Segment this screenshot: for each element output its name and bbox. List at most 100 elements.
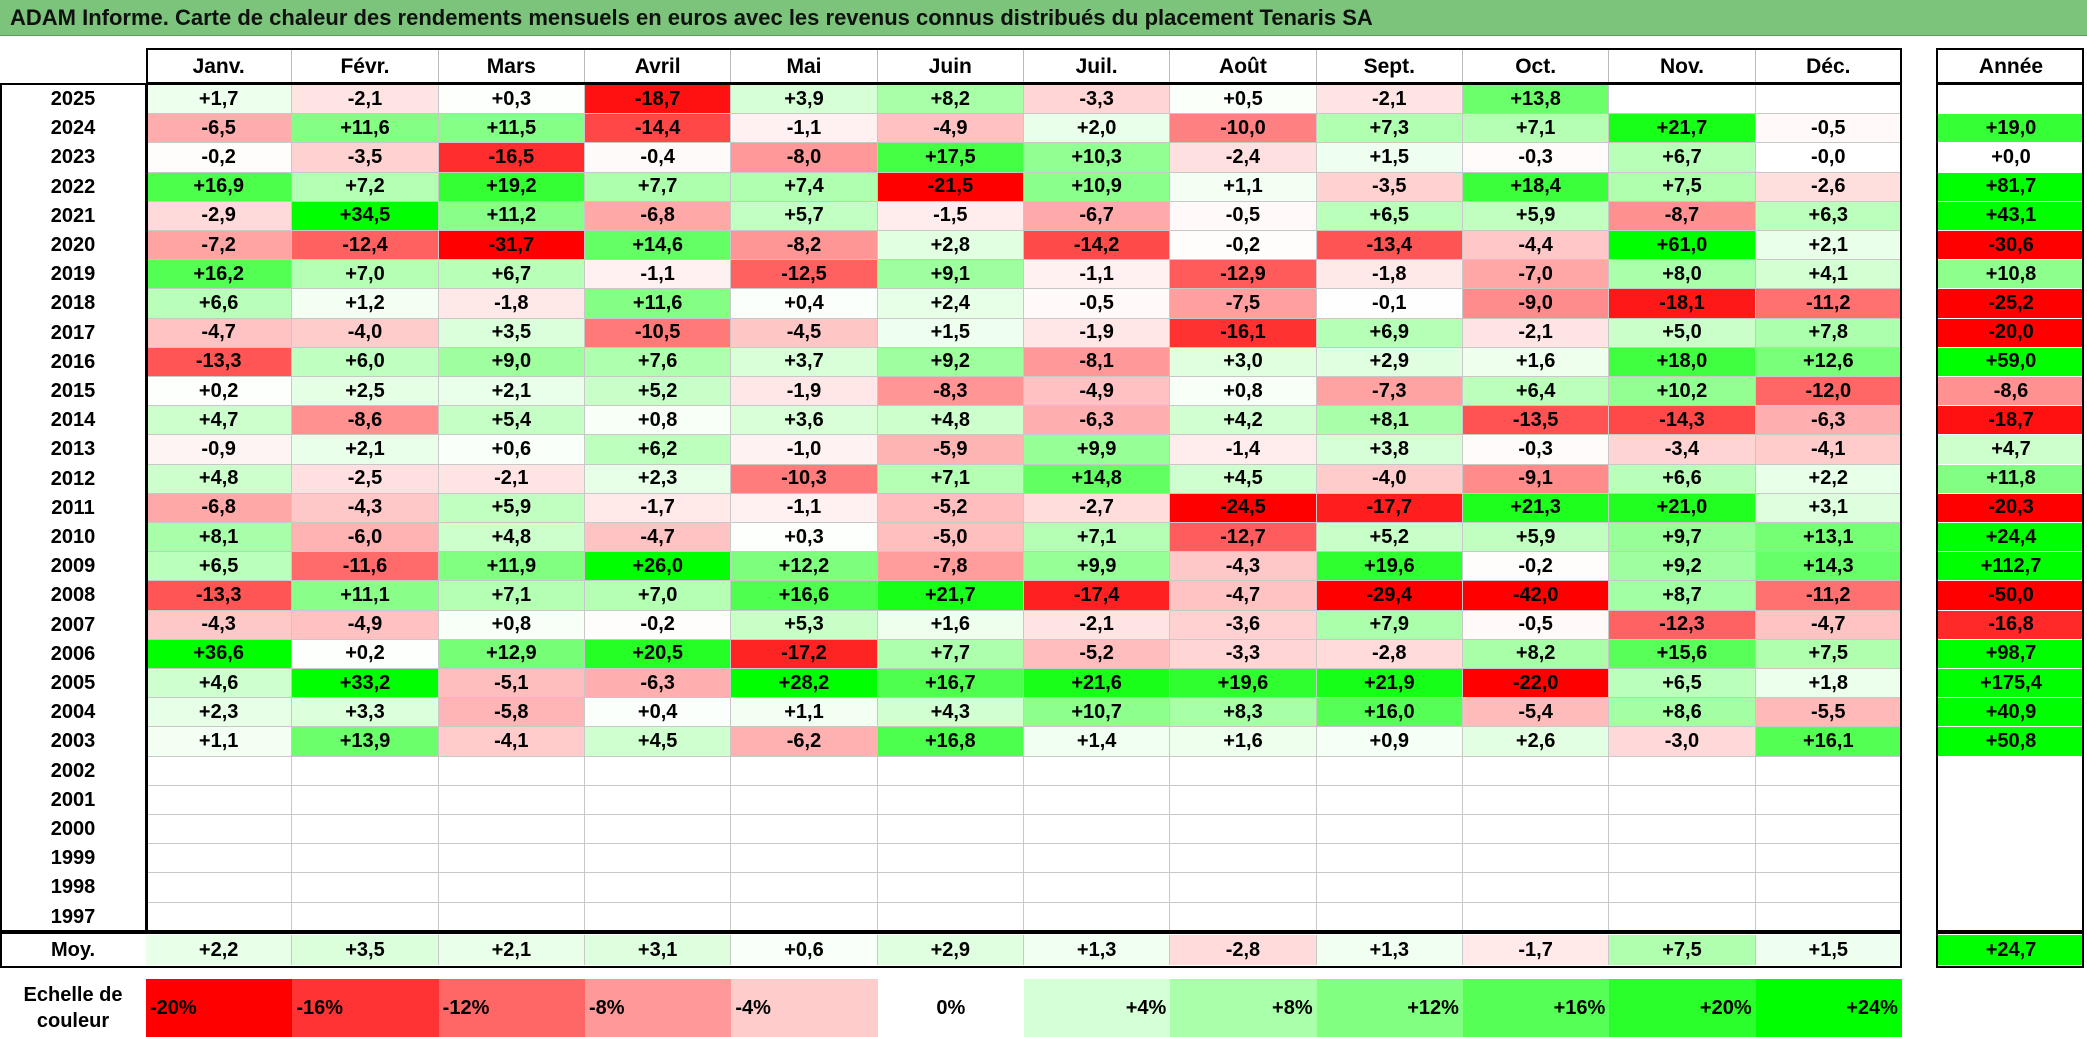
heatmap-cell: +6,7 <box>1609 143 1756 173</box>
column-header: Déc. <box>1756 50 1902 84</box>
heatmap-cell: -2,1 <box>1023 610 1171 640</box>
heatmap-cell: -1,1 <box>1023 260 1171 290</box>
heatmap-cell: -0,2 <box>1170 231 1317 261</box>
heatmap-cell: +6,6 <box>146 289 293 319</box>
heatmap-cell: -3,3 <box>1170 639 1317 669</box>
heatmap-cell: -12,4 <box>292 231 439 261</box>
heatmap-cell: +5,3 <box>731 610 878 640</box>
heatmap-cell: -3,4 <box>1609 435 1756 465</box>
heatmap-cell: -4,9 <box>877 114 1024 144</box>
heatmap-cell: -2,8 <box>1316 639 1463 669</box>
scale-step: +16% <box>1462 979 1610 1037</box>
heatmap-cell <box>438 756 585 786</box>
heatmap-cell <box>1609 756 1756 786</box>
annual-cell: +19,0 <box>1938 114 2084 144</box>
heatmap-cell: +8,7 <box>1609 581 1756 611</box>
heatmap-cell: -16,5 <box>438 143 585 173</box>
heatmap-cell: +7,1 <box>1023 523 1171 553</box>
heatmap-cell: -10,3 <box>731 464 878 494</box>
year-label: 2001 <box>50 788 96 811</box>
heatmap-cell: +10,3 <box>1023 143 1171 173</box>
heatmap-cell: +1,5 <box>877 318 1024 348</box>
heatmap-cell: -4,7 <box>1755 610 1902 640</box>
heatmap-cell <box>1462 902 1610 932</box>
year-label: 2014 <box>50 409 96 432</box>
heatmap-cell: +2,1 <box>292 435 439 465</box>
heatmap-cell: +2,2 <box>1755 464 1902 494</box>
heatmap-cell: -10,5 <box>584 318 732 348</box>
scale-step: -16% <box>292 979 439 1037</box>
heatmap-cell: -2,1 <box>1462 318 1610 348</box>
heatmap-cell: -12,7 <box>1170 523 1317 553</box>
heatmap-cell: +20,5 <box>584 639 732 669</box>
heatmap-cell: -6,8 <box>146 493 293 523</box>
average-cell: -2,8 <box>1170 935 1317 965</box>
year-label: 2006 <box>50 642 96 665</box>
heatmap-cell <box>438 815 585 845</box>
heatmap-cell: +0,4 <box>731 289 878 319</box>
heatmap-cell: -2,1 <box>1316 85 1463 115</box>
heatmap-cell: +5,9 <box>1462 523 1610 553</box>
heatmap-cell: +3,1 <box>1755 493 1902 523</box>
heatmap-cell <box>877 785 1024 815</box>
scale-step: 0% <box>877 979 1024 1037</box>
year-label: 2004 <box>50 701 96 724</box>
heatmap-cell: -4,0 <box>1316 464 1463 494</box>
heatmap-cell: +2,6 <box>1462 727 1610 757</box>
heatmap-cell: +0,3 <box>731 523 878 553</box>
heatmap-cell: +21,6 <box>1023 669 1171 699</box>
heatmap-cell <box>146 815 293 845</box>
heatmap-cell: +7,8 <box>1755 318 1902 348</box>
heatmap-cell: +21,0 <box>1609 493 1756 523</box>
heatmap-cell: +21,9 <box>1316 669 1463 699</box>
heatmap-cell: +12,2 <box>731 552 878 582</box>
heatmap-cell: -8,6 <box>292 406 439 436</box>
heatmap-cell: -1,1 <box>731 114 878 144</box>
heatmap-cell: -11,2 <box>1755 289 1902 319</box>
year-label: 2021 <box>50 204 96 227</box>
heatmap-cell: -3,5 <box>1316 172 1463 202</box>
heatmap-cell: +0,5 <box>1170 85 1317 115</box>
annual-cell <box>1938 903 2084 932</box>
heatmap-cell: -12,5 <box>731 260 878 290</box>
year-label: 2022 <box>50 175 96 198</box>
heatmap-cell <box>1755 85 1902 115</box>
annual-cell <box>1938 873 2084 902</box>
heatmap-cell: -16,1 <box>1170 318 1317 348</box>
average-cell: +7,5 <box>1609 935 1756 965</box>
heatmap-cell: +10,2 <box>1609 377 1756 407</box>
heatmap-cell: +7,1 <box>1462 114 1610 144</box>
heatmap-cell <box>146 785 293 815</box>
heatmap-cell <box>146 873 293 903</box>
heatmap-cell <box>1316 873 1463 903</box>
heatmap-cell: +9,9 <box>1023 435 1171 465</box>
heatmap-cell: -6,5 <box>146 114 293 144</box>
heatmap-cell: +5,9 <box>1462 201 1610 231</box>
average-cell: +3,1 <box>584 935 732 965</box>
heatmap-cell: -18,7 <box>584 85 732 115</box>
heatmap-cell: +0,6 <box>438 435 585 465</box>
heatmap-cell: -2,1 <box>438 464 585 494</box>
heatmap-cell: +0,2 <box>146 377 293 407</box>
heatmap-cell: +0,8 <box>584 406 732 436</box>
annual-cell: -25,2 <box>1938 289 2084 319</box>
heatmap-cell: +13,8 <box>1462 85 1610 115</box>
heatmap-cell: -6,3 <box>1023 406 1171 436</box>
heatmap-cell: +3,9 <box>731 85 878 115</box>
heatmap-cell: +3,6 <box>731 406 878 436</box>
heatmap-cell: -1,4 <box>1170 435 1317 465</box>
heatmap-cell <box>1170 815 1317 845</box>
heatmap-cell: +34,5 <box>292 201 439 231</box>
heatmap-cell: -0,9 <box>146 435 293 465</box>
heatmap-cell: +2,8 <box>877 231 1024 261</box>
heatmap-cell: -5,8 <box>438 698 585 728</box>
heatmap-cell: +13,9 <box>292 727 439 757</box>
heatmap-cell: -3,6 <box>1170 610 1317 640</box>
heatmap-cell: +9,0 <box>438 347 585 377</box>
heatmap-cell: +7,0 <box>292 260 439 290</box>
year-label: 2016 <box>50 350 96 373</box>
heatmap-cell: +8,6 <box>1609 698 1756 728</box>
heatmap-cell <box>1462 873 1610 903</box>
heatmap-cell: +1,2 <box>292 289 439 319</box>
heatmap-cell: -12,0 <box>1755 377 1902 407</box>
